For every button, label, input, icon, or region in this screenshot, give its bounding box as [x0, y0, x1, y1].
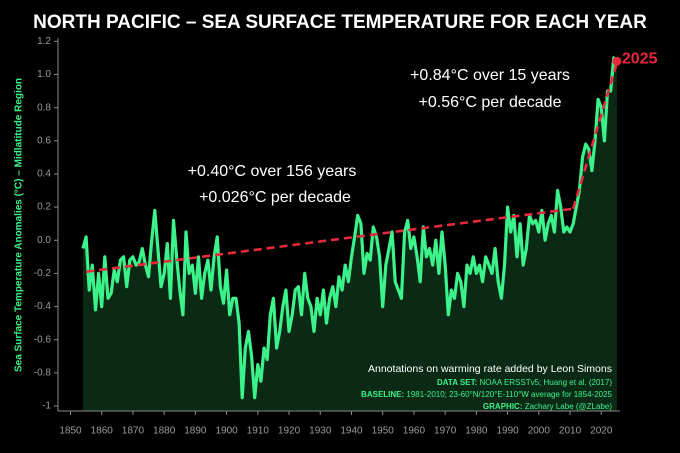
- y-tick-label: -1: [42, 401, 51, 412]
- x-tick-label: 1880: [153, 426, 176, 437]
- credit: BASELINE: 1981-2010; 23-60°N/120°E-110°W…: [361, 390, 612, 399]
- x-tick-label: 1920: [278, 426, 301, 437]
- x-tick-label: 1950: [372, 426, 395, 437]
- x-tick-label: 1960: [403, 426, 426, 437]
- x-tick-label: 1910: [247, 426, 270, 437]
- annotation: +0.84°C over 15 years: [410, 67, 570, 84]
- credit-label: BASELINE:: [361, 390, 404, 399]
- y-tick-label: 0.4: [37, 169, 51, 180]
- trend-line: [85, 207, 574, 274]
- chart-title: NORTH PACIFIC – SEA SURFACE TEMPERATURE …: [33, 12, 647, 33]
- y-tick-label: -0.2: [34, 268, 52, 279]
- y-tick-label: 1.0: [37, 69, 51, 80]
- credit-text: Zachary Labe (@ZLabe): [525, 402, 613, 411]
- credit: DATA SET: NOAA ERSSTv5; Huang et al. (20…: [437, 378, 612, 387]
- annotation: +0.56°C per decade: [419, 94, 562, 111]
- y-tick-label: -0.6: [34, 334, 52, 345]
- credit-label: GRAPHIC:: [483, 402, 523, 411]
- y-tick-label: 0.2: [37, 202, 51, 213]
- credit-text: 1981-2010; 23-60°N/120°E-110°W average f…: [406, 390, 612, 399]
- annotation: +0.026°C per decade: [199, 189, 351, 206]
- y-tick-label: -0.4: [34, 301, 52, 312]
- x-tick-label: 2000: [528, 426, 551, 437]
- y-tick-label: 0.8: [37, 102, 51, 113]
- x-tick-label: 1860: [91, 426, 114, 437]
- credit-text: NOAA ERSSTv5; Huang et al. (2017): [479, 378, 612, 387]
- x-tick-label: 1940: [340, 426, 363, 437]
- y-tick-label: 0.0: [37, 235, 51, 246]
- x-tick-label: 2020: [590, 426, 613, 437]
- x-tick-label: 1850: [59, 426, 82, 437]
- annotation: +0.40°C over 156 years: [188, 163, 357, 180]
- credit-label: DATA SET:: [437, 378, 477, 387]
- highlight-label: 2025: [622, 50, 658, 67]
- x-tick-label: 1870: [122, 426, 145, 437]
- x-tick-label: 1980: [465, 426, 488, 437]
- x-tick-label: 1990: [496, 426, 519, 437]
- credit-note: Annotations on warming rate added by Leo…: [368, 363, 612, 375]
- y-tick-label: 1.2: [37, 36, 51, 47]
- highlight-point: [612, 56, 622, 66]
- credit: GRAPHIC: Zachary Labe (@ZLabe): [483, 402, 612, 411]
- x-tick-label: 1970: [434, 426, 457, 437]
- x-tick-label: 1900: [215, 426, 238, 437]
- line: [81, 56, 619, 400]
- y-tick-label: -0.8: [34, 368, 52, 379]
- area: [82, 57, 617, 412]
- y-tick-label: 0.6: [37, 135, 51, 146]
- x-tick-label: 1890: [184, 426, 207, 437]
- y-axis-label: Sea Surface Temperature Anomalies (°C) –…: [14, 78, 25, 372]
- x-tick-label: 1930: [309, 426, 332, 437]
- x-tick-label: 2010: [559, 426, 582, 437]
